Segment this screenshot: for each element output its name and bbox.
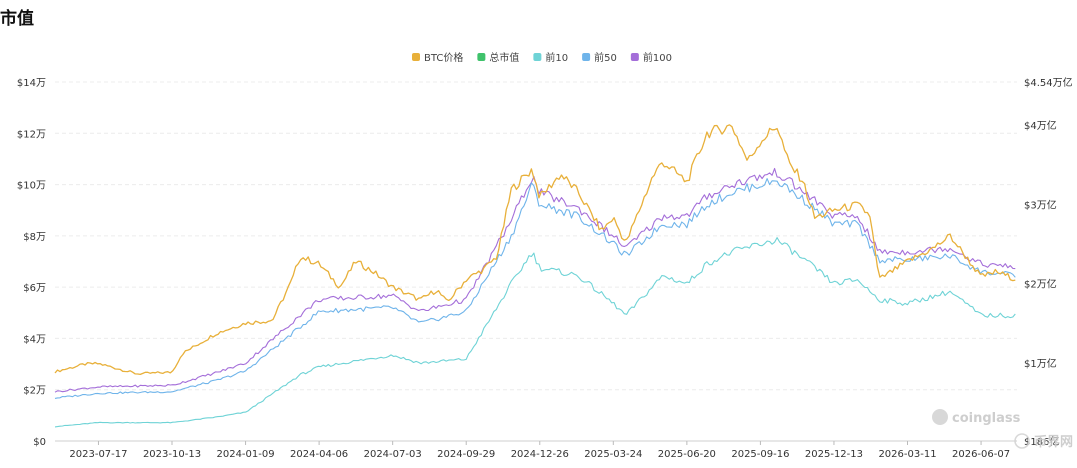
left-tick-label: $2万	[23, 386, 46, 397]
site-logo-icon	[1014, 433, 1030, 449]
legend: BTC价格 总市值 前10 前50 前100	[412, 51, 672, 64]
x-tick-label: 2024-09-29	[437, 449, 495, 460]
right-tick-label: $186亿	[1024, 435, 1059, 448]
left-axis-ticks: $0 $2万 $4万 $6万 $8万 $10万 $12万 $14万	[17, 78, 46, 448]
right-tick-label: $3万亿	[1024, 198, 1057, 211]
right-tick-label: $2万亿	[1024, 278, 1057, 291]
watermark-site: 币界网	[1034, 434, 1073, 450]
x-axis-ticks: 2023-07-17 2023-10-13 2024-01-09 2024-04-06…	[69, 441, 1010, 460]
right-tick-label: $4.54万亿	[1024, 76, 1073, 89]
left-tick-label: $14万	[17, 78, 46, 89]
legend-label: BTC价格	[424, 51, 463, 64]
grid-lines	[55, 81, 1017, 442]
x-tick-label: 2024-12-26	[511, 449, 569, 460]
coinglass-logo-icon	[932, 409, 948, 425]
watermark: coinglass 币界网	[932, 409, 1073, 450]
left-tick-label: $4万	[23, 334, 46, 345]
left-tick-label: $8万	[23, 232, 46, 243]
x-tick-label: 2025-12-13	[805, 449, 863, 460]
left-tick-label: $10万	[17, 181, 46, 192]
x-tick-label: 2026-06-07	[952, 449, 1010, 460]
left-tick-label: $0	[33, 437, 46, 448]
x-tick-label: 2024-04-06	[290, 449, 348, 460]
series-line-top50	[54, 178, 1016, 399]
right-tick-label: $1万亿	[1024, 357, 1057, 370]
x-tick-label: 2024-01-09	[216, 449, 274, 460]
page-title: 市值	[0, 9, 34, 29]
legend-swatch	[477, 53, 486, 61]
x-tick-label: 2024-07-03	[364, 449, 422, 460]
legend-label: 前100	[643, 51, 672, 64]
left-tick-label: $12万	[17, 129, 46, 140]
series-line-btc-price	[54, 124, 1016, 376]
right-axis-ticks: $186亿 $1万亿 $2万亿 $3万亿 $4万亿 $4.54万亿	[1024, 76, 1073, 448]
legend-label: 总市值	[489, 51, 519, 64]
series-lines	[54, 124, 1016, 428]
legend-swatch	[630, 53, 639, 61]
legend-swatch	[412, 53, 420, 61]
x-tick-label: 2025-06-20	[658, 449, 716, 460]
series-line-top100	[54, 167, 1016, 393]
watermark-coinglass: coinglass	[952, 411, 1021, 426]
series-line-top10	[54, 237, 1016, 428]
legend-label: 前50	[594, 51, 617, 64]
x-tick-label: 2025-09-16	[731, 449, 789, 460]
x-tick-label: 2023-07-17	[69, 449, 127, 460]
x-tick-label: 2025-03-24	[584, 449, 642, 460]
legend-label: 前10	[545, 51, 568, 64]
left-tick-label: $6万	[23, 283, 46, 294]
x-tick-label: 2026-03-11	[878, 449, 936, 460]
right-tick-label: $4万亿	[1024, 119, 1057, 132]
legend-swatch	[582, 53, 591, 61]
legend-swatch	[533, 53, 542, 61]
x-tick-label: 2023-10-13	[143, 449, 201, 460]
